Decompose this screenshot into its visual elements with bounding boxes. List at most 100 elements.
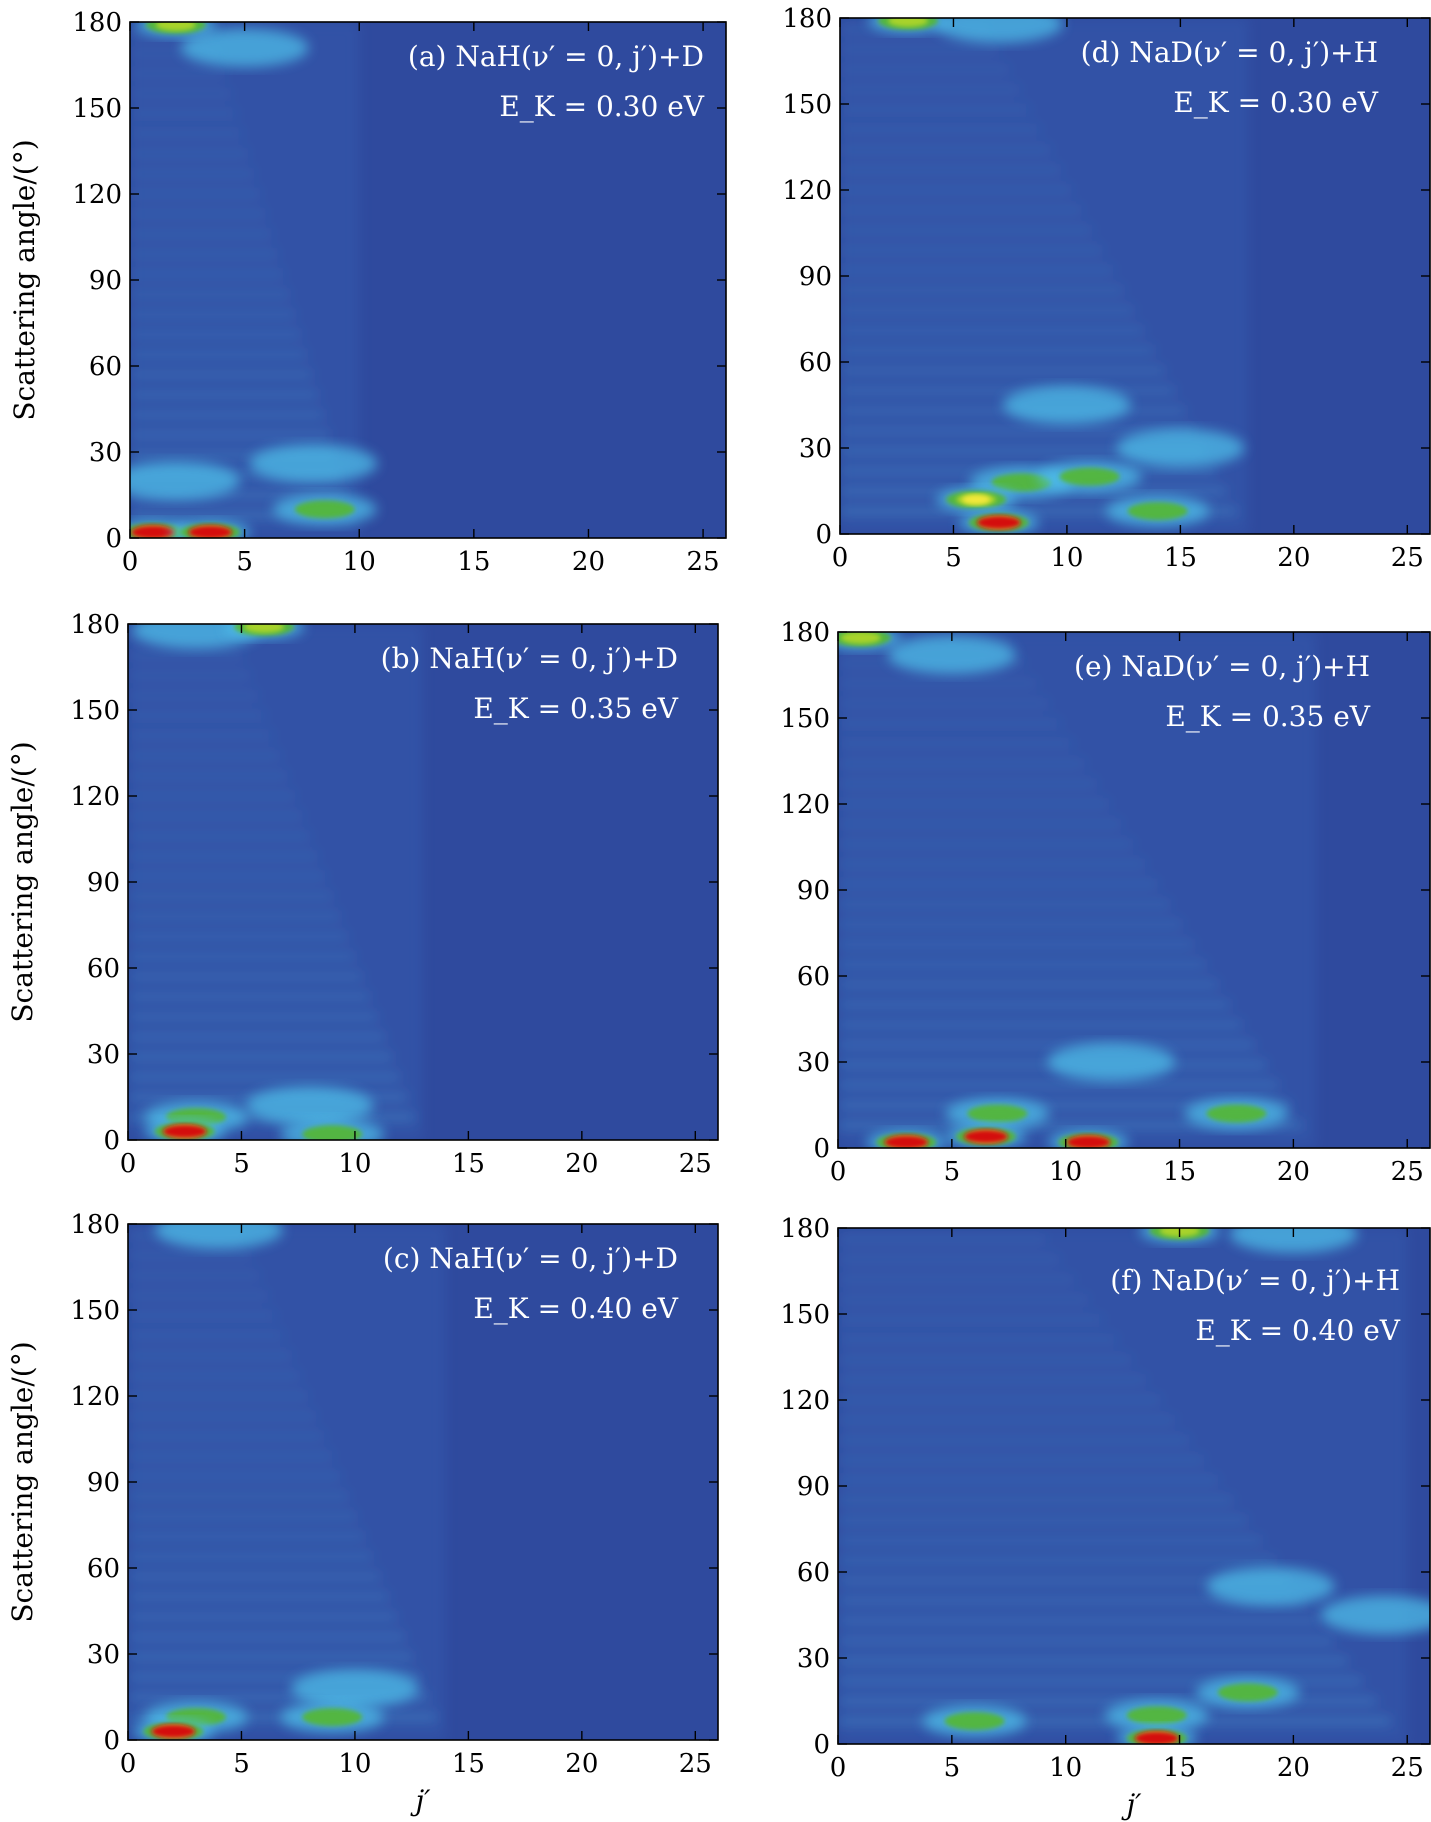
x-tick-label: 25 (679, 1749, 712, 1779)
y-tick-label: 120 (780, 1386, 830, 1416)
hotspot-red (1134, 1731, 1179, 1744)
x-tick-label: 5 (236, 547, 253, 577)
x-tick-label: 20 (1277, 543, 1310, 573)
y-tick-label: 150 (780, 704, 830, 734)
hotspot-halo (180, 28, 309, 67)
striation-band (838, 1597, 1305, 1604)
striation-band (130, 331, 301, 338)
striation-band (840, 66, 1010, 73)
hotspot-halo (934, 18, 1063, 43)
striation-band (128, 953, 355, 960)
striation-band (840, 166, 1062, 173)
energy-label: E_K = 0.35 eV (1165, 700, 1370, 733)
x-tick-label: 15 (1163, 1753, 1196, 1783)
striation-band (128, 833, 311, 840)
striation-band (838, 1577, 1291, 1584)
y-tick-label: 150 (70, 1296, 120, 1326)
energy-label: E_K = 0.40 eV (473, 1292, 678, 1325)
striation-band (840, 46, 1000, 53)
y-tick-label: 150 (70, 696, 120, 726)
hotspot-green (1217, 1683, 1278, 1702)
striation-band (838, 1537, 1262, 1544)
striation-band (128, 993, 370, 1000)
striation-band (130, 311, 295, 318)
striation-band (838, 680, 1037, 687)
striation-band (130, 231, 272, 238)
hotspot-yellow-green (840, 632, 881, 644)
striation-band (128, 752, 281, 759)
y-axis-title: Scattering angle/(°) (6, 1341, 39, 1622)
striations (130, 30, 353, 519)
x-tick-label: 15 (457, 547, 490, 577)
striation-band (128, 1453, 333, 1460)
heatmap-c (128, 1224, 718, 1740)
striation-band (128, 1473, 341, 1480)
hotspot-green (967, 1104, 1028, 1123)
striation-band (840, 207, 1082, 214)
striation-band (840, 146, 1051, 153)
striation-band (838, 1677, 1363, 1684)
hotspot-halo (1320, 1595, 1430, 1635)
y-tick-label: 90 (797, 1472, 830, 1502)
y-tick-label: 30 (87, 1640, 120, 1670)
hotspot-halo (1206, 1567, 1335, 1606)
striation-band (130, 90, 231, 97)
striation-band (128, 1513, 357, 1520)
striation-band (840, 267, 1113, 274)
x-tick-label: 5 (944, 1753, 961, 1783)
x-tick-label: 5 (233, 1149, 250, 1179)
y-tick-label: 90 (799, 262, 832, 292)
hotspot-green (1059, 467, 1120, 486)
x-tick-label: 15 (452, 1149, 485, 1179)
striation-band (128, 1593, 389, 1600)
striation-band (838, 1376, 1147, 1383)
panel-a: 0 5 10 15 20 25 0 30 60 90 120 150 180 Scattering ang… (8, 8, 727, 577)
y-tick-label: 120 (782, 176, 832, 206)
striation-band (838, 801, 1109, 807)
striation-band (130, 431, 330, 438)
hotspot-red (964, 1129, 1008, 1144)
striation-band (838, 921, 1182, 928)
y-tick-label: 150 (72, 94, 122, 124)
hotspot-yellow (962, 494, 991, 505)
striation-band (838, 1296, 1089, 1303)
hotspot-yellow-green (155, 22, 196, 31)
y-tick-label: 0 (813, 1730, 830, 1760)
x-tick-label: 5 (233, 1749, 250, 1779)
panel-label: (d) NaD(ν′ = 0, j′)+H (1081, 36, 1378, 69)
striation-band (128, 1694, 429, 1700)
striation-band (130, 110, 237, 117)
striation-band (838, 720, 1061, 727)
striation-band (130, 191, 260, 197)
x-tick-label: 10 (1049, 1157, 1082, 1187)
striation-band (838, 1316, 1104, 1323)
energy-label: E_K = 0.30 eV (1173, 86, 1378, 119)
striation-band (128, 1272, 260, 1279)
striation-band (130, 371, 313, 378)
hotspot-halo (130, 461, 240, 500)
striation-band (130, 271, 284, 278)
striation-band (838, 961, 1206, 968)
panel-label: (a) NaH(ν′ = 0, j′)+D (408, 40, 704, 73)
striation-band (838, 1497, 1233, 1504)
striation-band (838, 981, 1218, 988)
panel-c: 0 5 10 15 20 25 0 30 60 90 120 150 180 Scattering ang… (6, 1210, 719, 1817)
y-tick-label: 30 (797, 1644, 830, 1674)
striation-band (128, 1013, 378, 1020)
signal-region (128, 624, 423, 1140)
striation-band (128, 732, 273, 739)
x-tick-label: 15 (1164, 543, 1197, 573)
hotspot-green (294, 500, 355, 519)
x-tick-label: 25 (679, 1149, 712, 1179)
panel-label: (c) NaH(ν′ = 0, j′)+D (383, 1242, 678, 1275)
heatmap-b (128, 624, 718, 1140)
striation-band (128, 933, 348, 940)
x-tick-label: 5 (945, 543, 962, 573)
striation-band (838, 1617, 1319, 1624)
y-tick-label: 0 (815, 520, 832, 550)
y-tick-label: 0 (105, 524, 122, 554)
hotspot-red (1066, 1135, 1111, 1148)
y-tick-label: 120 (70, 782, 120, 812)
striation-band (128, 1613, 397, 1620)
y-tick-label: 120 (70, 1382, 120, 1412)
